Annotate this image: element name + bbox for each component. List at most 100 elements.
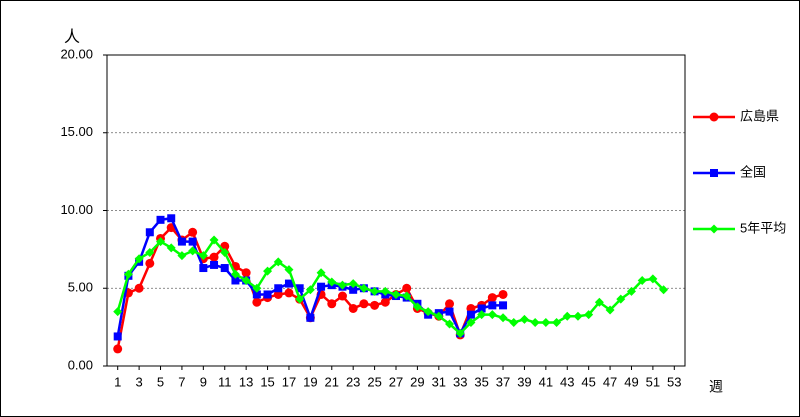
- marker: [391, 289, 401, 299]
- marker: [455, 328, 465, 338]
- marker: [220, 247, 230, 257]
- marker: [305, 285, 315, 295]
- marker: [263, 266, 273, 276]
- marker: [709, 112, 719, 122]
- marker: [295, 294, 305, 304]
- marker: [241, 268, 251, 278]
- x-tick-label: 31: [432, 374, 446, 389]
- marker: [487, 293, 497, 303]
- marker: [337, 291, 347, 301]
- marker: [327, 277, 337, 287]
- x-tick-label: 23: [346, 374, 360, 389]
- x-tick-label: 37: [496, 374, 510, 389]
- marker: [145, 228, 154, 237]
- marker: [359, 283, 369, 293]
- marker: [113, 307, 123, 317]
- marker: [466, 317, 476, 327]
- marker: [263, 290, 272, 299]
- y-tick-label: 15.00: [60, 124, 93, 139]
- x-tick-label: 9: [200, 374, 207, 389]
- marker: [637, 275, 647, 285]
- marker: [402, 283, 412, 293]
- marker: [530, 317, 540, 327]
- marker: [198, 251, 208, 261]
- y-tick-label: 0.00: [68, 357, 93, 372]
- marker: [519, 314, 529, 324]
- x-tick-label: 49: [624, 374, 638, 389]
- marker: [402, 291, 412, 301]
- marker: [380, 286, 390, 296]
- x-tick-label: 21: [325, 374, 339, 389]
- marker: [327, 299, 337, 309]
- marker: [573, 311, 583, 321]
- legend-label: 広島県: [740, 108, 779, 123]
- marker: [123, 269, 133, 279]
- marker: [145, 247, 155, 257]
- y-tick-label: 5.00: [68, 280, 93, 295]
- marker: [230, 269, 240, 279]
- x-tick-label: 45: [581, 374, 595, 389]
- x-tick-label: 1: [114, 374, 121, 389]
- marker: [231, 276, 240, 285]
- x-tick-label: 15: [260, 374, 274, 389]
- x-tick-label: 51: [646, 374, 660, 389]
- x-tick-label: 35: [474, 374, 488, 389]
- marker: [359, 299, 369, 309]
- x-tick-label: 41: [539, 374, 553, 389]
- marker: [477, 304, 486, 313]
- marker: [316, 268, 326, 278]
- x-tick-label: 43: [560, 374, 574, 389]
- marker: [616, 294, 626, 304]
- x-axis-label: 週: [709, 379, 723, 395]
- marker: [113, 332, 122, 341]
- marker: [273, 257, 283, 267]
- x-tick-label: 11: [218, 374, 232, 389]
- marker: [348, 303, 358, 313]
- x-tick-label: 25: [367, 374, 381, 389]
- x-tick-label: 53: [667, 374, 681, 389]
- marker: [605, 305, 615, 315]
- marker: [220, 264, 229, 273]
- marker: [562, 311, 572, 321]
- marker: [145, 258, 155, 268]
- marker: [317, 282, 326, 291]
- marker: [552, 317, 562, 327]
- marker: [541, 317, 551, 327]
- x-tick-label: 47: [603, 374, 617, 389]
- marker: [166, 243, 176, 253]
- marker: [626, 286, 636, 296]
- x-tick-label: 13: [239, 374, 253, 389]
- marker: [370, 300, 380, 310]
- marker: [466, 310, 475, 319]
- marker: [594, 297, 604, 307]
- marker: [445, 319, 455, 329]
- x-tick-label: 39: [517, 374, 531, 389]
- y-axis-label: 人: [64, 28, 80, 46]
- marker: [156, 215, 165, 224]
- marker: [156, 237, 166, 247]
- marker: [188, 246, 198, 256]
- marker: [434, 311, 444, 321]
- marker: [370, 286, 380, 296]
- marker: [659, 285, 669, 295]
- x-tick-label: 29: [410, 374, 424, 389]
- marker: [709, 224, 719, 234]
- marker: [210, 260, 219, 269]
- marker: [284, 265, 294, 275]
- marker: [284, 279, 293, 288]
- marker: [509, 317, 519, 327]
- x-tick-label: 17: [282, 374, 296, 389]
- y-tick-label: 20.00: [60, 46, 93, 61]
- x-tick-label: 19: [303, 374, 317, 389]
- marker: [412, 302, 422, 312]
- marker: [337, 280, 347, 290]
- marker: [252, 297, 262, 307]
- marker: [306, 313, 315, 322]
- marker: [241, 275, 251, 285]
- legend-label: 全国: [740, 164, 766, 179]
- marker: [134, 254, 144, 264]
- marker: [177, 237, 186, 246]
- marker: [380, 297, 390, 307]
- marker: [199, 264, 208, 273]
- x-tick-label: 33: [453, 374, 467, 389]
